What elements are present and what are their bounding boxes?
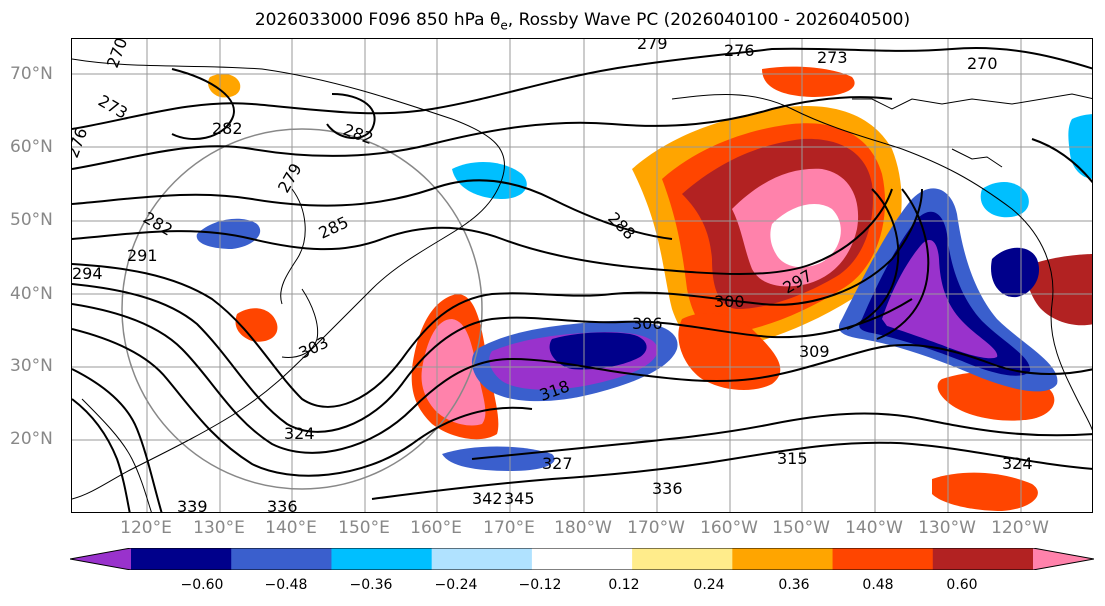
colorbar-cell	[732, 548, 834, 570]
contour-label: 342	[472, 489, 503, 508]
contour-label: 282	[212, 119, 243, 138]
colorbar-tick: 0.12	[608, 577, 640, 593]
pc-shading	[196, 66, 1092, 511]
colorbar-tick: 0.36	[778, 577, 810, 593]
contour-label: 327	[542, 454, 573, 473]
lon-label: 160°W	[700, 518, 758, 538]
lon-label: 130°W	[918, 518, 976, 538]
contour-label: 288	[604, 208, 639, 243]
lat-label-20n: 20°N	[10, 429, 53, 449]
map-title: 2026033000 F096 850 hPa θe, Rossby Wave …	[254, 10, 911, 33]
colorbar-cell	[331, 548, 433, 570]
lat-label-40n: 40°N	[10, 284, 53, 304]
contour-label: 282	[140, 208, 176, 240]
lon-label: 140°W	[845, 518, 903, 538]
contour-label: 345	[504, 489, 535, 508]
contour-label: 273	[817, 48, 848, 67]
lon-label: 180°W	[554, 518, 612, 538]
colorbar-cell	[231, 548, 332, 570]
contour-label: 336	[652, 479, 683, 498]
lon-label: 120°E	[120, 518, 172, 538]
lon-label: 160°E	[410, 518, 462, 538]
colorbar-cell	[531, 548, 633, 570]
colorbar-cell	[632, 548, 733, 570]
colorbar-cell	[70, 548, 131, 570]
contour-label: 285	[316, 212, 352, 242]
colorbar-tick: −0.12	[518, 577, 562, 593]
colorbar-cell	[1033, 548, 1094, 570]
lon-label: 120°W	[991, 518, 1049, 538]
colorbar-cell	[131, 548, 232, 570]
lat-label-70n: 70°N	[10, 64, 53, 84]
lon-label: 130°E	[193, 518, 245, 538]
colorbar	[70, 548, 1094, 570]
contour-label: 303	[296, 332, 332, 362]
colorbar-tick: −0.36	[349, 577, 393, 593]
contour-label: 300	[714, 292, 745, 311]
lat-label-60n: 60°N	[10, 137, 53, 157]
coastlines	[72, 58, 1092, 512]
lat-label-30n: 30°N	[10, 356, 53, 376]
contour-label: 324	[284, 424, 315, 443]
colorbar-tick: 0.48	[862, 577, 894, 593]
contour-label: 306	[632, 314, 663, 333]
colorbar-cells	[70, 548, 1094, 570]
lon-label: 150°E	[338, 518, 390, 538]
colorbar-tick: −0.60	[180, 577, 224, 593]
colorbar-tick: −0.24	[434, 577, 478, 593]
contour-label: 339	[177, 497, 208, 513]
contour-label: 270	[103, 39, 131, 70]
contour-label: 279	[637, 39, 668, 53]
contour-label: 294	[72, 264, 103, 283]
contour-label: 309	[799, 342, 830, 361]
theta-e-contours	[72, 47, 1092, 512]
colorbar-tick: −0.48	[264, 577, 308, 593]
colorbar-cell	[431, 548, 533, 570]
colorbar-cell	[832, 548, 934, 570]
range-circle	[121, 128, 483, 490]
map-canvas: 270 279 276 273 270 273 276 282 282 279 …	[72, 39, 1092, 513]
lon-label: 140°E	[265, 518, 317, 538]
colorbar-tick: 0.60	[946, 577, 978, 593]
lon-label: 170°W	[627, 518, 685, 538]
colorbar-tick: 0.24	[693, 577, 725, 593]
colorbar-cell	[932, 548, 1034, 570]
contour-label: 324	[1002, 454, 1033, 473]
contour-label: 315	[777, 449, 808, 468]
lat-label-50n: 50°N	[10, 210, 53, 230]
lon-label: 150°W	[772, 518, 830, 538]
contour-label: 279	[274, 160, 306, 196]
contour-label: 282	[341, 120, 376, 148]
contour-label: 276	[72, 125, 91, 160]
contour-label: 291	[127, 246, 158, 265]
map-plot-area: 270 279 276 273 270 273 276 282 282 279 …	[71, 38, 1093, 513]
contour-label: 270	[967, 54, 998, 73]
contour-label: 336	[267, 497, 298, 513]
lon-label: 170°E	[483, 518, 535, 538]
contour-label: 276	[724, 41, 755, 60]
